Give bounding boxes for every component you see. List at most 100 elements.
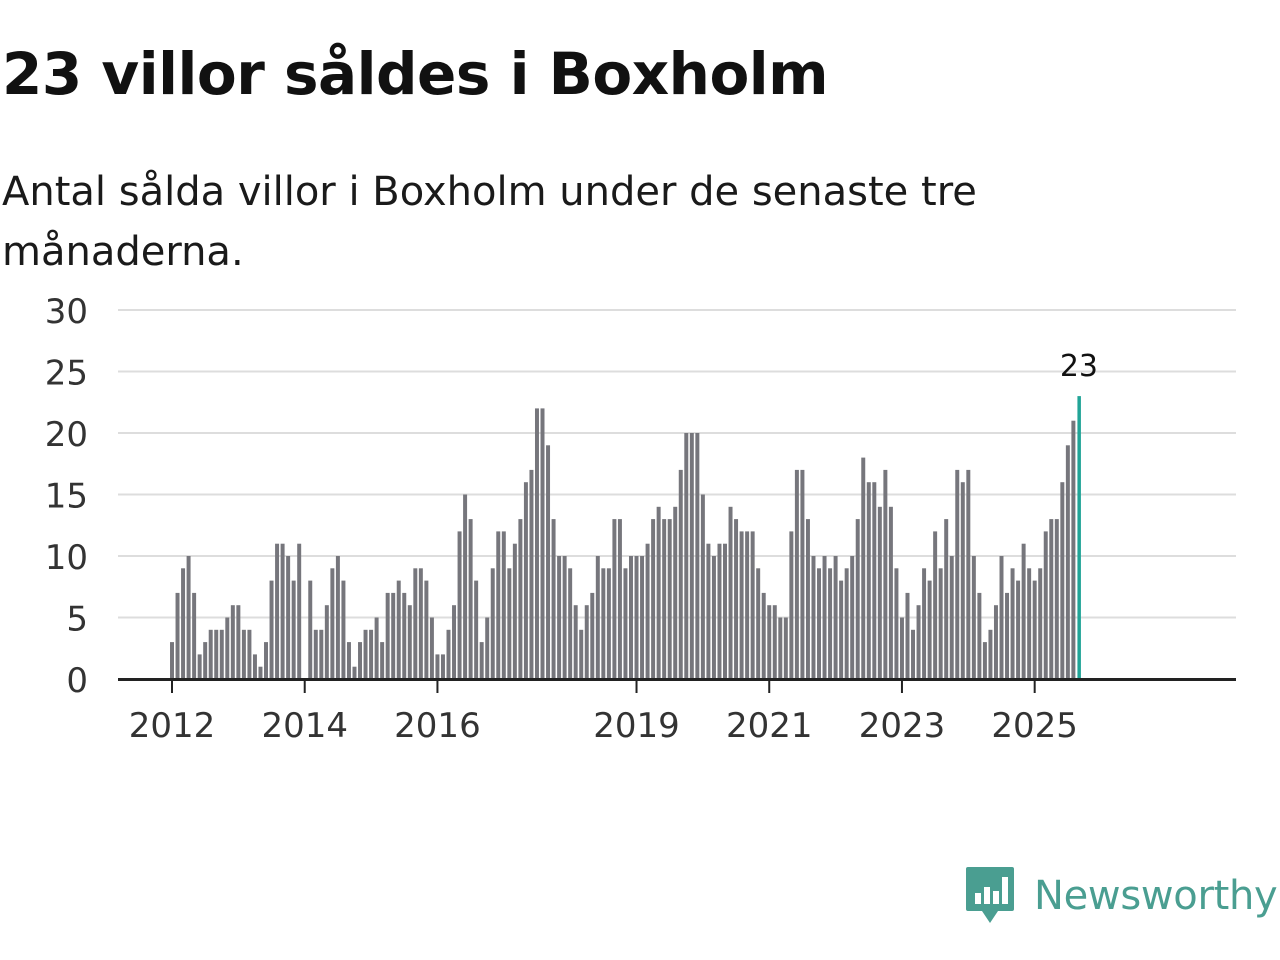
bar	[700, 494, 705, 679]
bar	[374, 617, 379, 679]
bar	[960, 482, 965, 679]
bar	[739, 531, 744, 679]
bar	[811, 556, 816, 679]
bar	[181, 568, 186, 679]
bar	[435, 654, 440, 679]
x-tick-label: 2025	[991, 706, 1078, 746]
bar	[723, 543, 727, 679]
bar	[1032, 580, 1037, 679]
bar	[595, 556, 600, 679]
x-tick-label: 2016	[394, 706, 481, 746]
bar-highlight	[1077, 396, 1081, 679]
bar	[551, 519, 556, 679]
bar	[944, 519, 949, 679]
bar	[335, 556, 340, 679]
y-tick-label: 30	[45, 292, 88, 332]
bar	[523, 482, 528, 679]
bar	[711, 556, 716, 679]
bar	[496, 531, 501, 679]
bar	[612, 519, 617, 679]
bar	[1027, 568, 1032, 679]
bar	[982, 642, 987, 679]
bar	[988, 629, 993, 679]
y-tick-label: 15	[45, 477, 88, 517]
x-tick-label: 2014	[261, 706, 348, 746]
bar	[833, 556, 838, 679]
bar	[446, 629, 451, 679]
bar	[734, 519, 739, 679]
bar	[617, 519, 622, 679]
brand-name: Newsworthy	[1034, 873, 1278, 919]
bar	[706, 543, 711, 679]
bar	[1043, 531, 1048, 679]
bar	[905, 592, 910, 679]
bar	[767, 605, 772, 679]
bar	[562, 556, 567, 679]
bar	[789, 531, 794, 679]
data-label-latest: 23	[1060, 349, 1098, 384]
bar	[208, 629, 213, 679]
y-tick-label: 10	[45, 538, 88, 578]
bar	[971, 556, 976, 679]
bar	[479, 642, 484, 679]
bar	[828, 568, 833, 679]
data-labels: 23	[1060, 349, 1098, 384]
bar	[656, 506, 661, 679]
bar	[872, 482, 877, 679]
bar	[264, 642, 269, 679]
bar	[396, 580, 401, 679]
bars	[170, 396, 1081, 679]
bar	[634, 556, 639, 679]
bar	[463, 494, 468, 679]
bar	[877, 506, 882, 679]
bar	[933, 531, 938, 679]
bar	[1071, 420, 1076, 679]
bar	[452, 605, 457, 679]
y-tick-label: 0	[66, 661, 88, 701]
bar	[977, 592, 982, 679]
bar	[291, 580, 296, 679]
bar	[363, 629, 368, 679]
bar	[468, 519, 473, 679]
y-tick-label: 25	[45, 354, 88, 394]
bar	[358, 642, 363, 679]
bar	[170, 642, 174, 679]
bar	[529, 469, 534, 679]
bar	[252, 654, 257, 679]
bar	[297, 543, 302, 679]
bar	[1038, 568, 1043, 679]
bar	[407, 605, 412, 679]
bar	[352, 666, 357, 679]
bar	[1005, 592, 1010, 679]
bar	[286, 556, 291, 679]
bar	[888, 506, 893, 679]
bar	[203, 642, 208, 679]
bar	[457, 531, 462, 679]
bar	[540, 408, 545, 679]
bar	[546, 445, 551, 679]
bar	[783, 617, 788, 679]
x-tick-label: 2023	[859, 706, 946, 746]
bar	[241, 629, 246, 679]
bar	[590, 592, 595, 679]
bar	[645, 543, 650, 679]
chart-title: 23 villor såldes i Boxholm	[2, 40, 829, 108]
bar	[916, 605, 921, 679]
bar	[269, 580, 274, 679]
bar	[225, 617, 230, 679]
bar	[507, 568, 512, 679]
bar	[839, 580, 844, 679]
bar	[745, 531, 750, 679]
bar	[1016, 580, 1021, 679]
bar	[501, 531, 506, 679]
bar	[866, 482, 871, 679]
x-tick-label: 2021	[726, 706, 813, 746]
bar	[955, 469, 960, 679]
bar	[1054, 519, 1059, 679]
bar	[966, 469, 971, 679]
bar	[1065, 445, 1070, 679]
bar	[219, 629, 224, 679]
bar	[772, 605, 777, 679]
bar	[728, 506, 733, 679]
bar	[822, 556, 827, 679]
